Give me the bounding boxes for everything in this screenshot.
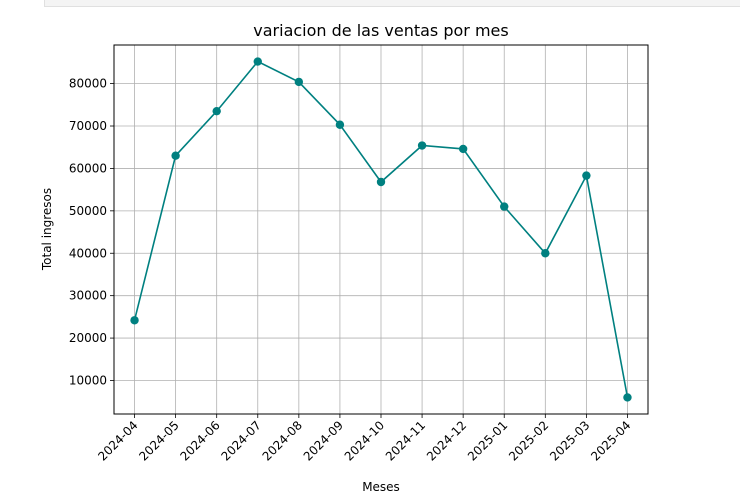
y-tick-label: 80000 [69, 77, 107, 91]
x-tick-label: 2024-05 [136, 418, 181, 463]
x-tick-label: 2024-04 [95, 418, 140, 463]
y-tick-label: 60000 [69, 161, 107, 175]
data-point [541, 249, 550, 258]
data-point [376, 177, 386, 187]
y-tick-label: 20000 [69, 331, 107, 345]
x-tick-label: 2024-09 [301, 418, 346, 463]
y-axis-ticks: 10000 20000 30000 40000 50000 60000 70000 80000 [69, 77, 114, 387]
data-point [417, 141, 427, 150]
data-point [458, 144, 468, 154]
x-tick-label: 2024-08 [260, 418, 305, 463]
x-tick-label: 2024-10 [342, 418, 387, 463]
data-point [171, 151, 180, 160]
x-tick-label: 2025-01 [465, 418, 510, 463]
data-point [253, 57, 262, 66]
data-point [335, 120, 345, 129]
x-tick-label: 2024-11 [383, 418, 428, 463]
y-tick-label: 30000 [69, 289, 107, 303]
x-tick-label: 2024-06 [177, 418, 222, 463]
chart-title: variacion de las ventas por mes [253, 21, 508, 40]
data-point [623, 393, 632, 402]
y-tick-label: 50000 [69, 204, 107, 218]
y-tick-label: 40000 [69, 246, 107, 260]
x-tick-label: 2025-03 [547, 418, 592, 463]
x-axis-label: Meses [362, 480, 400, 494]
x-axis-ticks: 2024-042024-052024-062024-072024-082024-… [95, 414, 634, 464]
window-top-bar [44, 0, 740, 7]
data-point [130, 316, 139, 325]
y-tick-label: 70000 [69, 119, 107, 133]
x-tick-label: 2024-12 [424, 418, 469, 463]
x-tick-label: 2025-02 [506, 418, 551, 463]
x-tick-label: 2025-04 [588, 418, 633, 463]
y-axis-label: Total ingresos [40, 188, 54, 271]
data-point [294, 77, 304, 87]
data-point [500, 202, 509, 211]
grid-lines [114, 45, 648, 414]
series-ventas [130, 57, 632, 402]
data-point [212, 106, 221, 116]
x-tick-label: 2024-07 [219, 418, 264, 463]
y-tick-label: 10000 [69, 373, 107, 387]
data-point [582, 171, 591, 180]
